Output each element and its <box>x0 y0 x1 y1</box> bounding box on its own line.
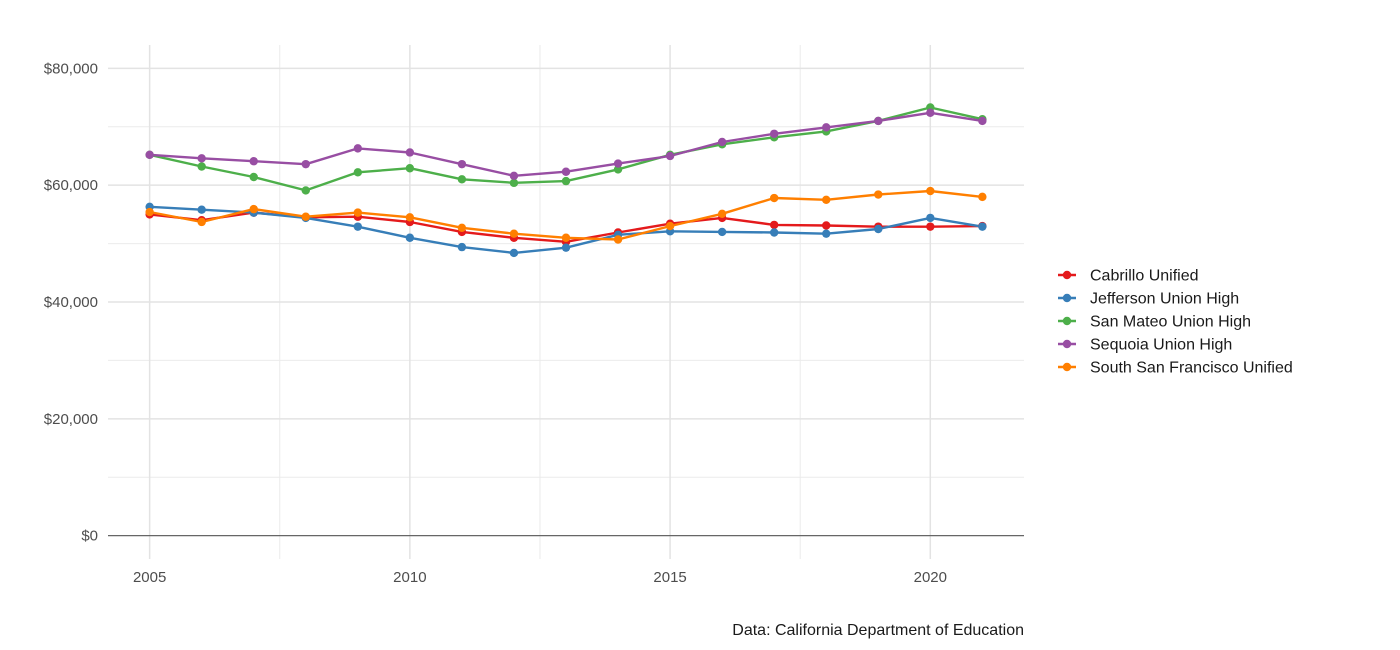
data-point <box>353 144 363 153</box>
data-point <box>249 172 258 182</box>
data-point <box>301 212 310 221</box>
data-point <box>301 186 310 195</box>
data-point <box>717 209 727 219</box>
series-points <box>145 103 987 258</box>
data-point <box>874 116 883 126</box>
data-point <box>822 221 831 230</box>
data-point <box>561 243 571 252</box>
data-point <box>822 123 831 132</box>
legend-item: Sequoia Union High <box>1058 337 1232 354</box>
legend-item: Jefferson Union High <box>1058 291 1239 308</box>
legend-label: San Mateo Union High <box>1090 314 1251 331</box>
data-point <box>509 229 519 238</box>
data-point <box>249 204 258 214</box>
data-point <box>353 168 363 177</box>
y-tick-label: $20,000 <box>44 411 98 428</box>
data-point <box>301 159 310 169</box>
x-axis-tick-labels: 2005 2010 2015 2020 <box>133 569 947 586</box>
legend-item: San Mateo Union High <box>1058 314 1251 331</box>
data-point <box>457 159 467 169</box>
data-point <box>978 192 987 202</box>
legend-item: Cabrillo Unified <box>1058 268 1199 285</box>
x-tick-label: 2020 <box>914 569 947 586</box>
data-point <box>613 165 623 174</box>
data-point <box>509 171 519 181</box>
legend-label: South San Francisco Unified <box>1090 360 1293 377</box>
legend-label: Jefferson Union High <box>1090 291 1239 308</box>
data-point <box>405 213 415 222</box>
x-tick-label: 2010 <box>393 569 426 586</box>
data-point <box>874 224 883 234</box>
x-tick-label: 2005 <box>133 569 166 586</box>
data-point <box>197 154 206 163</box>
legend-label: Sequoia Union High <box>1090 337 1232 354</box>
data-point <box>613 235 623 244</box>
data-point <box>613 159 623 168</box>
data-point <box>561 176 571 186</box>
data-point <box>509 178 519 188</box>
data-point <box>978 116 987 126</box>
legend: Cabrillo Unified Jefferson Union High San … <box>1058 268 1293 377</box>
major-gridlines <box>108 45 1024 559</box>
data-point <box>457 175 467 184</box>
data-point <box>926 186 935 196</box>
y-axis-tick-labels: $0 $20,000 $40,000 $60,000 $80,000 <box>44 60 98 544</box>
data-point <box>822 229 831 238</box>
data-point <box>197 162 206 171</box>
legend-key-point <box>1062 362 1072 372</box>
data-point <box>926 108 935 117</box>
data-point <box>978 222 987 231</box>
data-point <box>874 190 883 199</box>
series-line <box>149 111 983 178</box>
data-point <box>405 148 415 157</box>
data-point <box>197 217 206 227</box>
data-point <box>249 157 258 166</box>
legend-key-point <box>1062 316 1072 326</box>
y-tick-label: $60,000 <box>44 177 98 194</box>
data-point <box>509 248 519 258</box>
y-tick-label: $80,000 <box>44 60 98 77</box>
data-point <box>561 233 571 242</box>
data-point <box>769 193 779 203</box>
data-point <box>353 222 363 231</box>
data-point <box>665 221 675 231</box>
data-point <box>769 220 779 230</box>
x-tick-label: 2015 <box>653 569 686 586</box>
y-tick-label: $0 <box>81 528 98 545</box>
legend-key-point <box>1062 339 1072 349</box>
data-point <box>457 242 467 252</box>
legend-label: Cabrillo Unified <box>1090 268 1199 285</box>
data-point <box>717 227 727 237</box>
data-point <box>717 137 727 147</box>
data-point <box>769 228 779 237</box>
data-point <box>405 164 415 173</box>
data-point <box>457 223 467 233</box>
chart-caption: Data: California Department of Education <box>732 622 1024 639</box>
data-point <box>353 208 363 217</box>
data-point <box>197 205 206 214</box>
y-tick-label: $40,000 <box>44 294 98 311</box>
data-point <box>145 150 154 160</box>
data-point <box>665 151 675 161</box>
legend-key-point <box>1062 293 1072 303</box>
legend-item: South San Francisco Unified <box>1058 360 1293 377</box>
data-point <box>926 222 935 231</box>
data-point <box>822 195 831 204</box>
data-point <box>926 213 935 223</box>
data-point <box>561 167 571 176</box>
data-point <box>405 233 415 242</box>
data-point <box>145 207 154 217</box>
data-point <box>769 129 779 138</box>
legend-key-point <box>1062 270 1072 280</box>
